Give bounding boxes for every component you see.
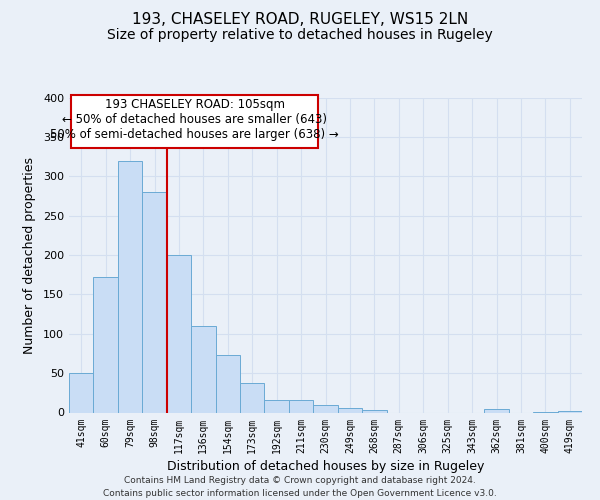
Bar xyxy=(191,326,215,412)
Bar xyxy=(484,410,509,412)
Bar xyxy=(215,355,240,412)
Text: ← 50% of detached houses are smaller (643): ← 50% of detached houses are smaller (64… xyxy=(62,114,328,126)
Bar xyxy=(289,400,313,412)
Bar xyxy=(313,404,338,412)
Text: Contains HM Land Registry data © Crown copyright and database right 2024.: Contains HM Land Registry data © Crown c… xyxy=(124,476,476,485)
Bar xyxy=(338,408,362,412)
Text: 50% of semi-detached houses are larger (638) →: 50% of semi-detached houses are larger (… xyxy=(50,128,339,141)
Text: 193, CHASELEY ROAD, RUGELEY, WS15 2LN: 193, CHASELEY ROAD, RUGELEY, WS15 2LN xyxy=(132,12,468,28)
Bar xyxy=(94,277,118,412)
Y-axis label: Number of detached properties: Number of detached properties xyxy=(23,156,36,354)
Text: 193 CHASELEY ROAD: 105sqm: 193 CHASELEY ROAD: 105sqm xyxy=(105,98,285,112)
Text: Contains public sector information licensed under the Open Government Licence v3: Contains public sector information licen… xyxy=(103,489,497,498)
Bar xyxy=(118,160,142,412)
X-axis label: Distribution of detached houses by size in Rugeley: Distribution of detached houses by size … xyxy=(167,460,484,472)
Bar xyxy=(265,400,289,412)
Bar xyxy=(69,373,94,412)
Bar xyxy=(167,255,191,412)
FancyBboxPatch shape xyxy=(71,95,318,148)
Text: Size of property relative to detached houses in Rugeley: Size of property relative to detached ho… xyxy=(107,28,493,42)
Bar xyxy=(362,410,386,412)
Bar xyxy=(240,382,265,412)
Bar xyxy=(142,192,167,412)
Bar xyxy=(557,411,582,412)
